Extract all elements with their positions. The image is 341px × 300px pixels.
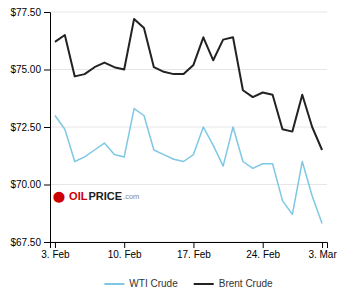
annotation: PRICE: [88, 190, 122, 202]
tick-mark: [44, 185, 50, 186]
axis-line: [51, 243, 328, 249]
legend: WTI Crude Brent Crude: [104, 278, 273, 289]
tick-label: 3. Feb: [41, 249, 70, 260]
tick: 24. Feb: [246, 242, 280, 260]
tick: $77.50: [10, 7, 50, 18]
series-group: [55, 19, 322, 224]
tick-label: $77.50: [10, 7, 41, 18]
tick-label: $75.00: [10, 64, 41, 75]
legend-label: WTI Crude: [129, 278, 178, 289]
tick-label: 24. Feb: [246, 249, 280, 260]
tick-mark: [44, 12, 50, 13]
annotations: ⬤ OILPRICE.com: [53, 190, 140, 203]
grid: [50, 12, 327, 242]
legend-item: WTI Crude: [104, 278, 178, 289]
tick: $67.50: [10, 237, 50, 248]
plot: $67.50 $70.00 $72.50 $75.00 $77.50 3. Feb 10. …: [10, 7, 337, 260]
tick: 10. Feb: [108, 242, 142, 260]
tick-mark: [44, 242, 50, 243]
axis-line: [44, 13, 51, 243]
tick-mark: [124, 242, 125, 248]
annotation: OIL: [69, 190, 88, 202]
annotation: ⬤: [53, 190, 65, 203]
tick: $75.00: [10, 64, 50, 75]
tick: $70.00: [10, 179, 50, 190]
legend-swatch: [104, 283, 124, 285]
tick-label: $72.50: [10, 122, 41, 133]
tick-mark: [55, 242, 56, 248]
tick: $72.50: [10, 122, 50, 133]
chart: $67.50 $70.00 $72.50 $75.00 $77.50 3. Feb 10. …: [0, 0, 341, 300]
tick-mark: [44, 127, 50, 128]
tick-mark: [263, 242, 264, 248]
grid-line: [50, 12, 327, 13]
tick: 3. Mar: [308, 242, 337, 260]
tick-mark: [322, 242, 323, 248]
grid-line: [50, 127, 327, 128]
tick-label: 17. Feb: [177, 249, 211, 260]
tick-label: 3. Mar: [308, 249, 337, 260]
y-axis: $67.50 $70.00 $72.50 $75.00 $77.50: [10, 7, 50, 248]
grid-line: [50, 184, 327, 185]
x-axis: 3. Feb 10. Feb 17. Feb 24. Feb 3. Mar: [41, 242, 337, 260]
line: [55, 19, 322, 150]
tick-mark: [44, 70, 50, 71]
legend-label: Brent Crude: [219, 278, 273, 289]
tick-mark: [193, 242, 194, 248]
legend-swatch: [194, 283, 214, 285]
tick: 17. Feb: [177, 242, 211, 260]
legend-item: Brent Crude: [194, 278, 273, 289]
tick-label: 10. Feb: [108, 249, 142, 260]
tick-label: $70.00: [10, 179, 41, 190]
tick-label: $67.50: [10, 237, 41, 248]
tick: 3. Feb: [41, 242, 70, 260]
annotation: .com: [123, 192, 139, 201]
